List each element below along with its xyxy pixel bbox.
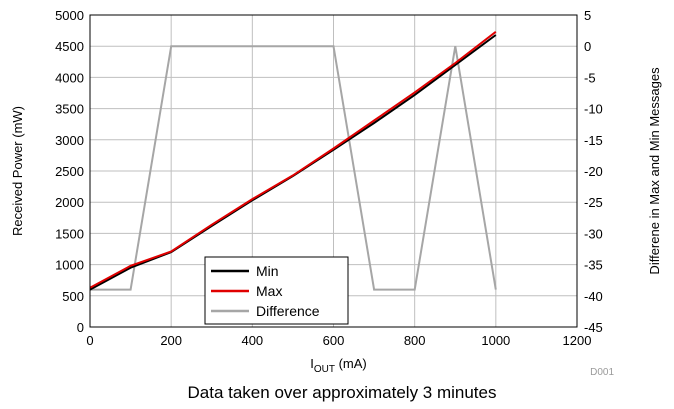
legend-label-max: Max: [256, 283, 282, 299]
x-tick-label: 400: [241, 333, 263, 348]
y-tick-label: 2500: [55, 164, 84, 179]
figure-code: D001: [590, 367, 614, 378]
x-axis-label: IOUT (mA): [310, 356, 367, 375]
tick-labels: 0 200 400 600 800 1000 1200 0 500 1000 1500 2000 250…: [55, 8, 603, 348]
y2-tick-label: 5: [584, 8, 591, 23]
x-tick-label: 1000: [481, 333, 510, 348]
x-tick-label: 200: [160, 333, 182, 348]
x-tick-label: 800: [404, 333, 426, 348]
y-tick-label: 0: [77, 320, 84, 335]
y-tick-label: 4000: [55, 70, 84, 85]
y-tick-label: 1000: [55, 258, 84, 273]
legend-label-min: Min: [256, 263, 279, 279]
x-tick-label: 0: [86, 333, 93, 348]
x-tick-label: 1200: [563, 333, 592, 348]
series-line-max: [89, 31, 497, 289]
y-tick-label: 500: [62, 289, 84, 304]
y2-tick-label: -40: [584, 289, 603, 304]
y2-tick-label: -10: [584, 102, 603, 117]
y2-tick-label: -30: [584, 226, 603, 241]
y-tick-label: 2000: [55, 195, 84, 210]
y2-tick-label: -20: [584, 164, 603, 179]
series-line-difference: [90, 45, 497, 291]
y-axis-label: Received Power (mW): [10, 106, 25, 236]
x-axis-label-subscript: OUT: [314, 364, 335, 375]
x-axis-label-unit: (mA): [335, 356, 367, 371]
y2-tick-label: -35: [584, 258, 603, 273]
y-tick-label: 1500: [55, 226, 84, 241]
x-tick-label: 600: [323, 333, 345, 348]
y-tick-label: 4500: [55, 39, 84, 54]
y2-tick-label: -25: [584, 195, 603, 210]
y2-tick-label: -45: [584, 320, 603, 335]
legend-label-difference: Difference: [256, 303, 320, 319]
y-tick-label: 5000: [55, 8, 84, 23]
y-tick-label: 3500: [55, 102, 84, 117]
y2-tick-label: -15: [584, 133, 603, 148]
figure-caption: Data taken over approximately 3 minutes: [188, 383, 497, 402]
y2-tick-label: -5: [584, 70, 596, 85]
y-tick-label: 3000: [55, 133, 84, 148]
plot-frame: [89, 14, 578, 328]
legend: Min Max Difference: [204, 256, 349, 325]
y2-tick-label: 0: [584, 39, 591, 54]
y2-axis-label: Differene in Max and Min Messages: [647, 67, 662, 275]
series-lines: [89, 31, 497, 291]
x-axis-label-main: I: [310, 356, 314, 371]
